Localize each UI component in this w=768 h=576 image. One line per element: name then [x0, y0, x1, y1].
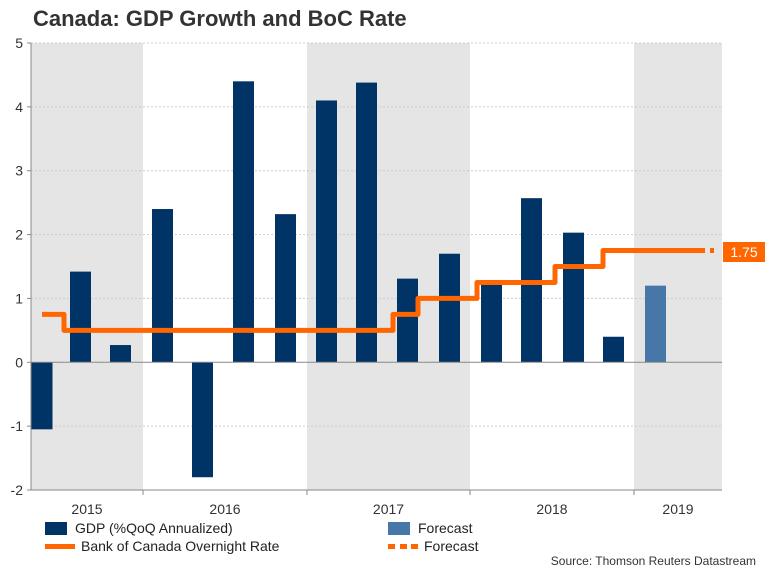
legend-label-rate-forecast: Forecast	[424, 538, 479, 554]
gdp-bar	[152, 209, 173, 363]
y-tick-label: 4	[15, 99, 23, 115]
gdp-bar	[603, 336, 624, 363]
legend-label-gdp-forecast: Forecast	[418, 520, 473, 536]
x-tick-label-2016: 2016	[209, 501, 240, 517]
gdp-bar	[563, 232, 584, 363]
y-tick-label: -1	[11, 418, 24, 434]
y-tick-label: 0	[15, 354, 23, 370]
legend-label-rate: Bank of Canada Overnight Rate	[81, 538, 280, 554]
gdp-forecast-bar	[645, 285, 666, 363]
gdp-bar	[275, 214, 296, 363]
gdp-bar	[110, 345, 131, 363]
x-tick-label-2018: 2018	[536, 501, 567, 517]
legend-item-rate-forecast: Forecast	[388, 538, 478, 554]
y-tick-label: 5	[15, 35, 23, 51]
gdp-bar	[397, 278, 418, 363]
gdp-bar	[70, 271, 91, 363]
legend-swatch-gdp-forecast	[388, 521, 410, 535]
x-tick-label-2019: 2019	[662, 501, 693, 517]
source-note: Source: Thomson Reuters Datastream	[550, 554, 756, 568]
y-tick-label: 3	[15, 163, 23, 179]
x-tick-label-2017: 2017	[373, 501, 404, 517]
gdp-bar	[233, 81, 254, 363]
gdp-bar	[31, 362, 53, 430]
chart-title: Canada: GDP Growth and BoC Rate	[33, 6, 407, 31]
y-tick-label: 2	[15, 227, 23, 243]
rate-line	[42, 248, 700, 333]
legend-item-gdp: GDP (%QoQ Annualized)	[45, 520, 233, 536]
x-tick-label-2015: 2015	[71, 501, 102, 517]
legend-swatch-gdp	[45, 521, 67, 535]
y-tick-label: 1	[15, 290, 23, 306]
legend-item-gdp-forecast: Forecast	[388, 520, 472, 536]
gdp-bar	[192, 362, 213, 478]
gdp-bar	[356, 82, 377, 363]
rate-value-label: 1.75	[723, 242, 765, 262]
legend-item-rate: Bank of Canada Overnight Rate	[45, 538, 279, 554]
y-tick-label: -2	[11, 482, 24, 498]
gdp-bar	[481, 284, 502, 363]
legend-swatch-rate-forecast	[388, 543, 418, 549]
legend-label-gdp: GDP (%QoQ Annualized)	[75, 520, 233, 536]
year-shade-2019	[634, 43, 722, 490]
legend-swatch-rate	[45, 543, 75, 549]
gdp-bar	[316, 100, 337, 363]
gdp-bar	[439, 253, 460, 363]
